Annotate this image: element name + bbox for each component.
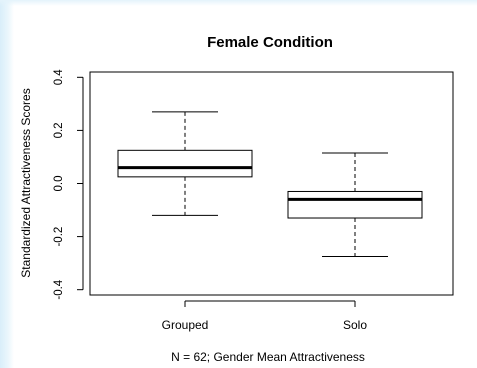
y-tick-label: -0.4 [53, 279, 65, 299]
interquartile-box [287, 190, 423, 219]
plot-frame [89, 71, 454, 296]
y-axis-label: Standardized Attractiveness Scores [19, 88, 33, 277]
x-axis-label: N = 62; Gender Mean Attractiveness [171, 350, 365, 364]
y-axis: -0.4 -0.2 0.0 0.2 0.4 [53, 69, 84, 300]
y-tick-label: 0.2 [53, 122, 65, 138]
box-group [117, 111, 423, 258]
y-tick-label: 0.4 [53, 69, 65, 86]
y-tick-label: -0.2 [53, 227, 65, 247]
x-tick-label: Solo [343, 318, 367, 332]
x-axis: Grouped Solo [162, 300, 367, 332]
y-tick-label: 0.0 [53, 176, 65, 192]
box-solo [287, 152, 423, 258]
interquartile-box [117, 149, 253, 178]
chart-title: Female Condition [207, 34, 333, 51]
x-tick-label: Grouped [162, 318, 209, 332]
box-grouped [117, 111, 253, 216]
